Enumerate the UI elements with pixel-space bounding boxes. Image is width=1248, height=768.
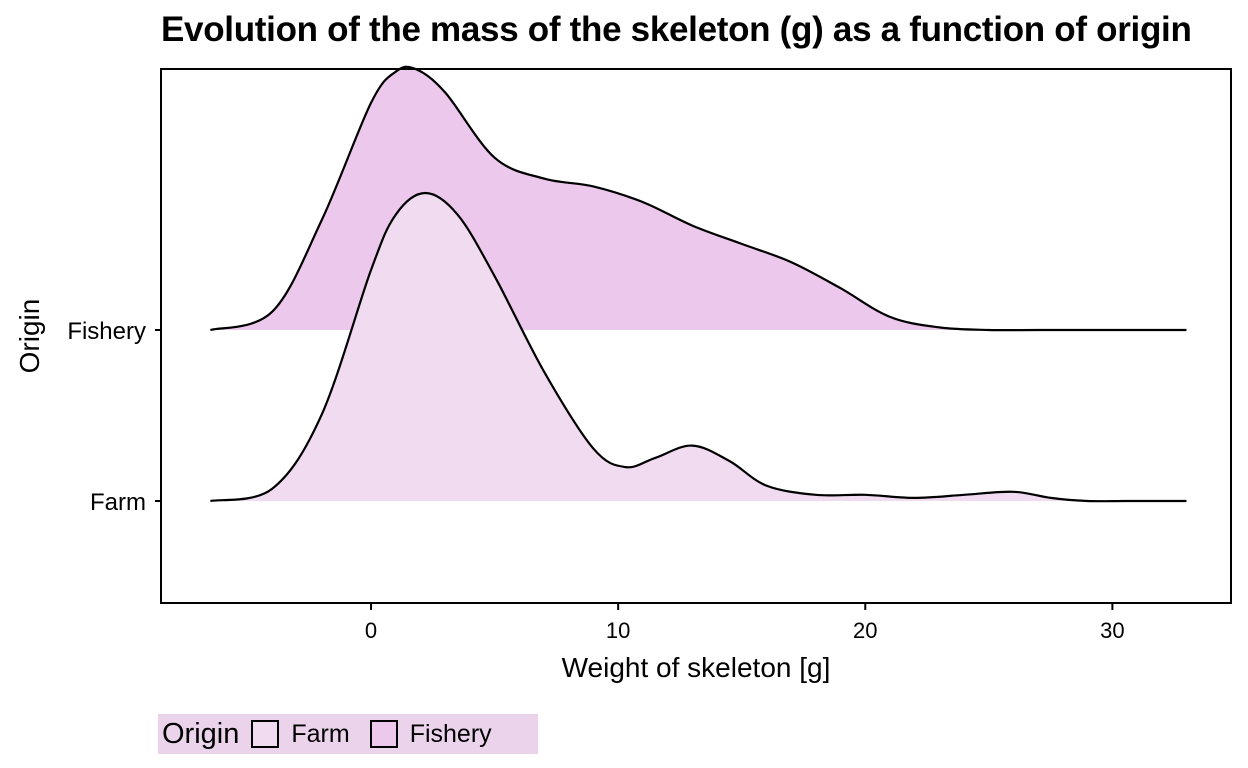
legend-label-farm: Farm <box>291 719 350 748</box>
y-tick-label-fishery: Fishery <box>67 318 146 345</box>
legend-title: Origin <box>162 717 240 750</box>
ridge-line-fishery <box>210 65 1187 332</box>
ridge-line-farm <box>210 191 1187 503</box>
chart-title: Evolution of the mass of the skeleton (g… <box>161 10 1192 49</box>
plot-panel-border <box>160 68 1232 604</box>
x-tick-label-20: 20 <box>853 618 877 643</box>
x-tick-label-10: 10 <box>606 618 630 643</box>
x-tick-label-0: 0 <box>365 618 377 643</box>
x-tick-label-30: 30 <box>1100 618 1124 643</box>
legend-key-fishery <box>369 720 398 748</box>
legend-key-farm <box>251 720 280 748</box>
y-axis-ticks: Farm Fishery <box>67 318 161 516</box>
ridge-fill-fishery <box>210 66 1187 331</box>
legend: Origin Farm Fishery <box>158 714 538 754</box>
y-tick-label-farm: Farm <box>90 489 146 516</box>
legend-label-fishery: Fishery <box>409 719 492 748</box>
ridges <box>210 65 1187 503</box>
y-axis-label: Origin <box>14 299 45 374</box>
ridge-fill-farm <box>210 193 1187 502</box>
x-axis-label: Weight of skeleton [g] <box>562 652 831 683</box>
x-axis-ticks: 0 10 20 30 <box>365 603 1125 643</box>
